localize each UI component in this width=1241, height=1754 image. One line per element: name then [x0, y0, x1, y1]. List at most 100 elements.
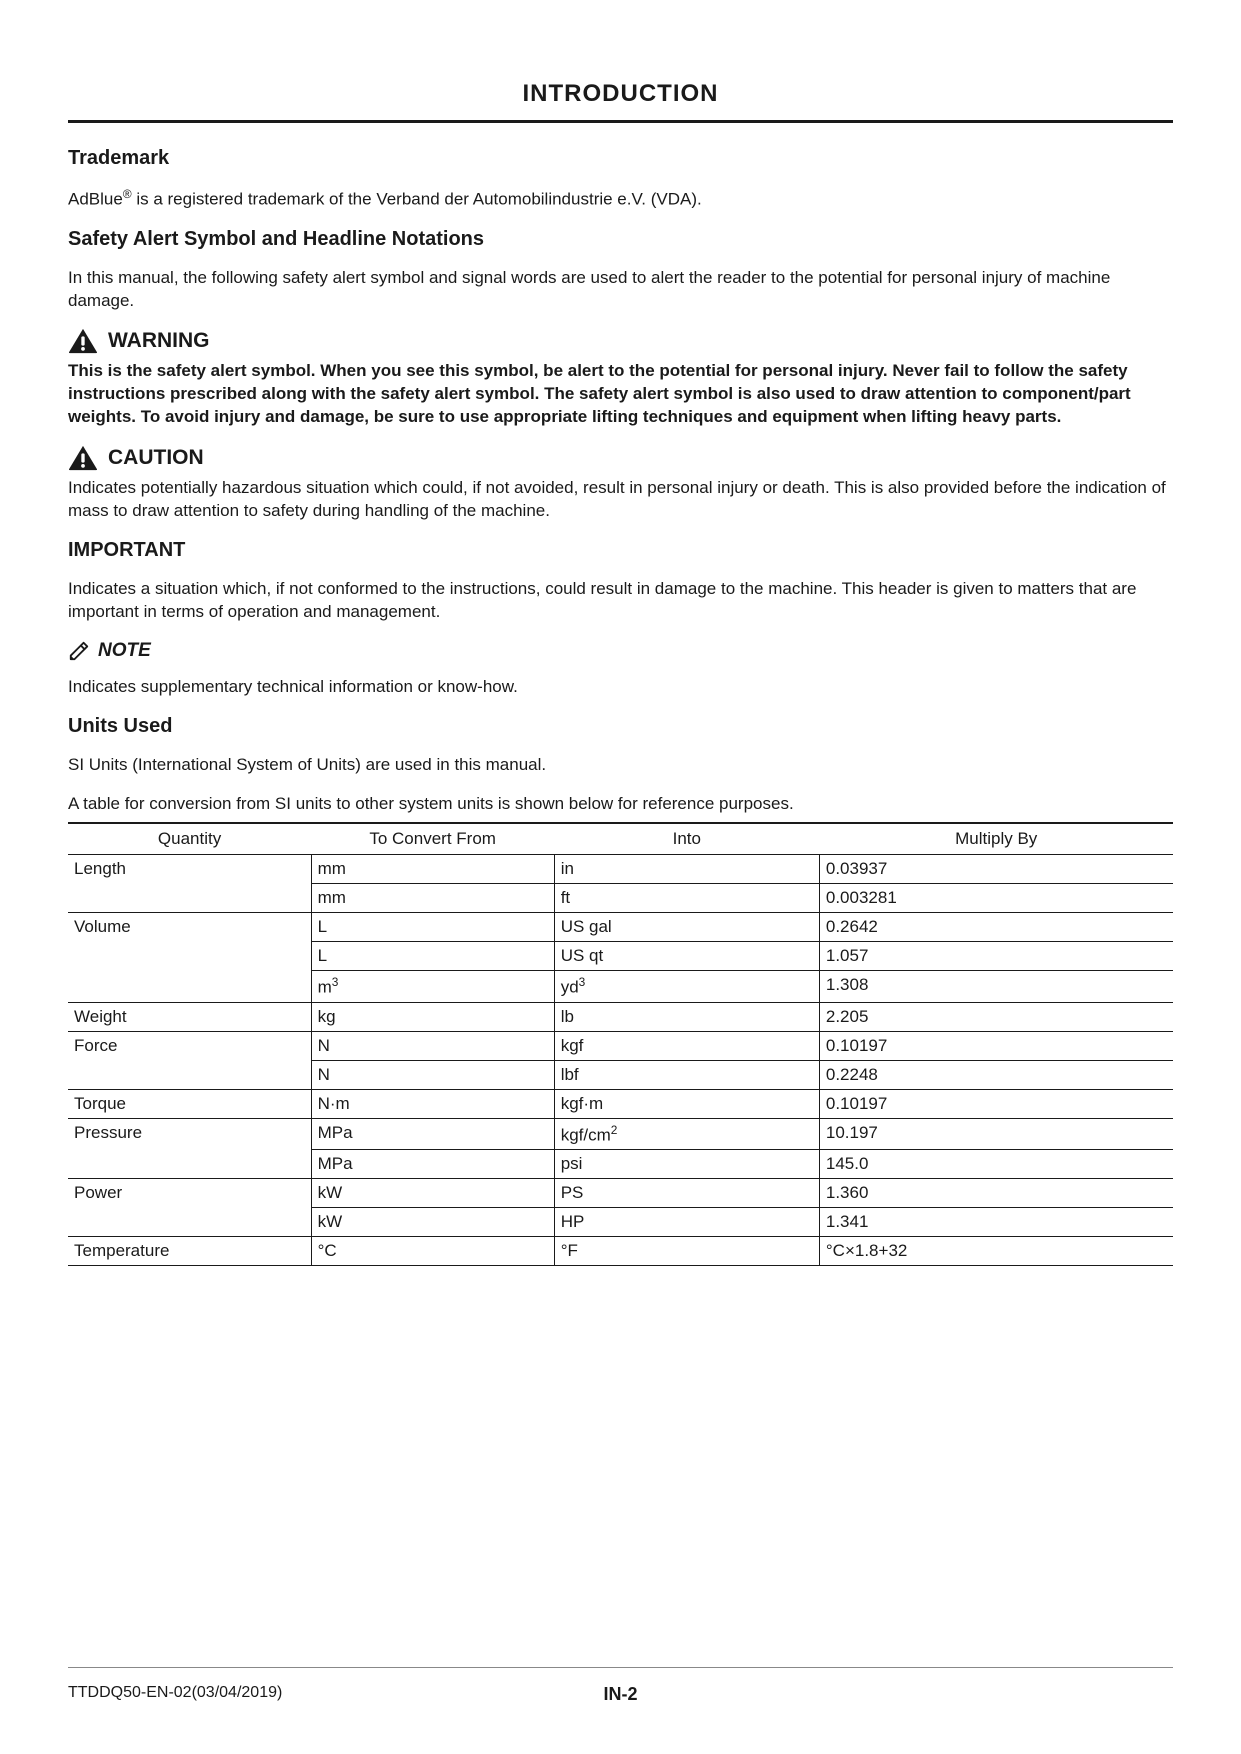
cell-into: ft: [554, 883, 819, 912]
cell-multiply: 1.341: [819, 1208, 1173, 1237]
trademark-name: AdBlue: [68, 190, 123, 209]
cell-quantity: [68, 970, 311, 1002]
cell-into: psi: [554, 1150, 819, 1179]
cell-into: kgf: [554, 1031, 819, 1060]
table-row: kWHP1.341: [68, 1208, 1173, 1237]
table-row: VolumeLUS gal0.2642: [68, 912, 1173, 941]
page-footer: TTDDQ50-EN-02(03/04/2019) IN-2: [68, 1684, 1173, 1702]
cell-into: US gal: [554, 912, 819, 941]
table-row: PowerkWPS1.360: [68, 1179, 1173, 1208]
cell-from: kW: [311, 1179, 554, 1208]
cell-into: lbf: [554, 1060, 819, 1089]
cell-from: kW: [311, 1208, 554, 1237]
trademark-rest: is a registered trademark of the Verband…: [132, 190, 702, 209]
cell-multiply: 0.03937: [819, 854, 1173, 883]
cell-quantity: [68, 1150, 311, 1179]
cell-from: MPa: [311, 1118, 554, 1150]
caution-label: CAUTION: [108, 446, 204, 470]
table-row: mmft0.003281: [68, 883, 1173, 912]
table-row: ForceNkgf0.10197: [68, 1031, 1173, 1060]
cell-from: L: [311, 912, 554, 941]
safety-intro: In this manual, the following safety ale…: [68, 267, 1173, 313]
heading-units: Units Used: [68, 715, 1173, 738]
cell-from: L: [311, 941, 554, 970]
table-row: m3yd31.308: [68, 970, 1173, 1002]
heading-safety: Safety Alert Symbol and Headline Notatio…: [68, 228, 1173, 251]
warning-label: WARNING: [108, 329, 210, 353]
table-row: Weightkglb2.205: [68, 1002, 1173, 1031]
cell-from: °C: [311, 1237, 554, 1266]
cell-quantity: Length: [68, 854, 311, 883]
cell-from: N·m: [311, 1089, 554, 1118]
cell-multiply: 1.057: [819, 941, 1173, 970]
cell-quantity: Temperature: [68, 1237, 311, 1266]
cell-into: in: [554, 854, 819, 883]
table-row: TorqueN·mkgf·m0.10197: [68, 1089, 1173, 1118]
warning-triangle-icon: [68, 328, 98, 354]
cell-quantity: Power: [68, 1179, 311, 1208]
table-row: PressureMPakgf/cm210.197: [68, 1118, 1173, 1150]
table-header-row: Quantity To Convert From Into Multiply B…: [68, 823, 1173, 855]
cell-from: kg: [311, 1002, 554, 1031]
cell-quantity: [68, 883, 311, 912]
conversion-table: Quantity To Convert From Into Multiply B…: [68, 822, 1173, 1266]
warning-body: This is the safety alert symbol. When yo…: [68, 360, 1173, 429]
col-from: To Convert From: [311, 823, 554, 855]
cell-multiply: 0.10197: [819, 1089, 1173, 1118]
cell-from: N: [311, 1031, 554, 1060]
cell-into: yd3: [554, 970, 819, 1002]
cell-into: HP: [554, 1208, 819, 1237]
col-into: Into: [554, 823, 819, 855]
footer-doc-id: TTDDQ50-EN-02(03/04/2019): [68, 1684, 282, 1702]
cell-quantity: [68, 941, 311, 970]
cell-multiply: 1.360: [819, 1179, 1173, 1208]
cell-multiply: 0.2248: [819, 1060, 1173, 1089]
cell-into: US qt: [554, 941, 819, 970]
caution-triangle-icon: [68, 445, 98, 471]
table-row: Lengthmmin0.03937: [68, 854, 1173, 883]
cell-into: kgf·m: [554, 1089, 819, 1118]
cell-multiply: 0.10197: [819, 1031, 1173, 1060]
cell-into: °F: [554, 1237, 819, 1266]
cell-into: PS: [554, 1179, 819, 1208]
cell-multiply: 2.205: [819, 1002, 1173, 1031]
cell-quantity: Weight: [68, 1002, 311, 1031]
footer-page-number: IN-2: [603, 1684, 637, 1705]
cell-quantity: Pressure: [68, 1118, 311, 1150]
important-body: Indicates a situation which, if not conf…: [68, 578, 1173, 624]
cell-multiply: 0.2642: [819, 912, 1173, 941]
cell-multiply: 0.003281: [819, 883, 1173, 912]
note-header: NOTE: [68, 640, 1173, 662]
cell-multiply: 1.308: [819, 970, 1173, 1002]
cell-quantity: Torque: [68, 1089, 311, 1118]
cell-quantity: [68, 1208, 311, 1237]
cell-quantity: [68, 1060, 311, 1089]
caution-body: Indicates potentially hazardous situatio…: [68, 477, 1173, 523]
warning-header: WARNING: [68, 328, 1173, 354]
pencil-note-icon: [68, 640, 90, 662]
page-title: INTRODUCTION: [68, 80, 1173, 123]
cell-quantity: Force: [68, 1031, 311, 1060]
cell-from: MPa: [311, 1150, 554, 1179]
table-row: LUS qt1.057: [68, 941, 1173, 970]
cell-from: m3: [311, 970, 554, 1002]
table-row: MPapsi145.0: [68, 1150, 1173, 1179]
caution-header: CAUTION: [68, 445, 1173, 471]
note-label: NOTE: [98, 640, 151, 662]
col-multiply: Multiply By: [819, 823, 1173, 855]
cell-into: kgf/cm2: [554, 1118, 819, 1150]
heading-trademark: Trademark: [68, 147, 1173, 170]
cell-multiply: °C×1.8+32: [819, 1237, 1173, 1266]
registered-mark: ®: [123, 187, 132, 201]
note-body: Indicates supplementary technical inform…: [68, 676, 1173, 699]
cell-from: mm: [311, 854, 554, 883]
table-row: Temperature°C°F°C×1.8+32: [68, 1237, 1173, 1266]
units-intro1: SI Units (International System of Units)…: [68, 754, 1173, 777]
cell-into: lb: [554, 1002, 819, 1031]
cell-multiply: 10.197: [819, 1118, 1173, 1150]
cell-from: N: [311, 1060, 554, 1089]
cell-quantity: Volume: [68, 912, 311, 941]
trademark-body: AdBlue® is a registered trademark of the…: [68, 186, 1173, 212]
cell-multiply: 145.0: [819, 1150, 1173, 1179]
cell-from: mm: [311, 883, 554, 912]
